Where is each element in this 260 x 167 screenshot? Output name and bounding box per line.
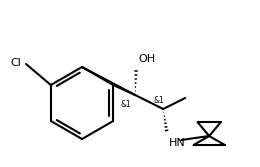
Text: &1: &1 (121, 100, 132, 109)
Text: OH: OH (138, 54, 155, 64)
Text: Cl: Cl (10, 58, 21, 68)
Text: &1: &1 (154, 96, 165, 105)
Text: HN: HN (169, 138, 186, 148)
